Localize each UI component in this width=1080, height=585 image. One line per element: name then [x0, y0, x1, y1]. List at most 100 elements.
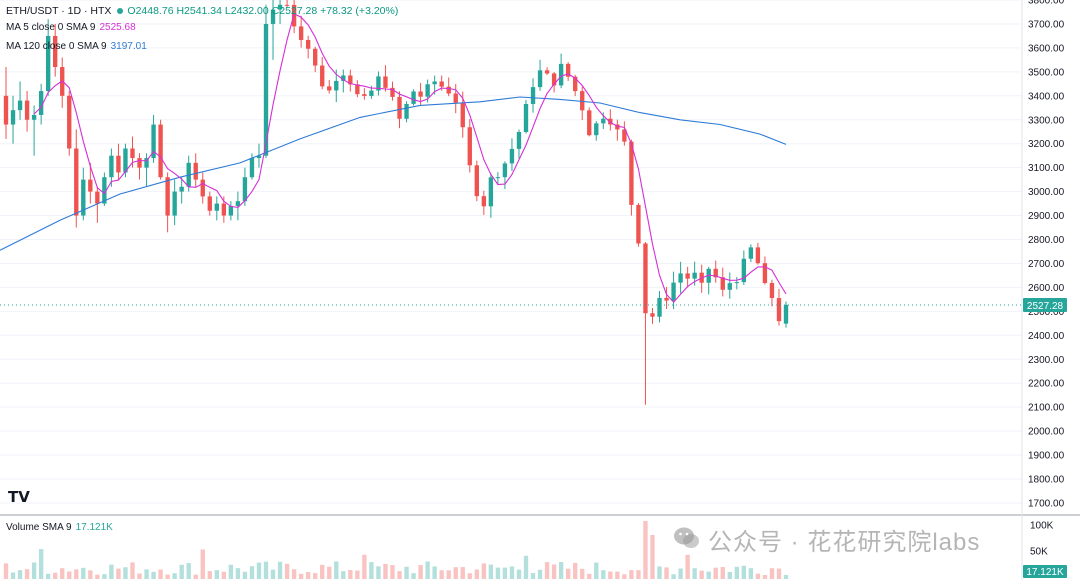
candle-body [88, 179, 93, 192]
candle-body [67, 95, 72, 149]
candle-body [516, 132, 522, 149]
candle-body [179, 186, 184, 192]
volume-bar [565, 568, 571, 579]
candle-body [537, 70, 543, 88]
candle-body [495, 177, 501, 179]
volume-bar [235, 568, 241, 579]
candle-body [74, 148, 79, 216]
price-tick-label: 2300.00 [1028, 355, 1065, 366]
candle-body [587, 110, 592, 136]
tradingview-logo-icon[interactable]: TV [8, 488, 30, 506]
candles [3, 0, 789, 405]
candle-body [221, 203, 227, 216]
price-axis: 1700.00 1800.00 1900.00 2000.00 2100.00 2200.… [1028, 0, 1065, 509]
volume-bar [327, 566, 332, 579]
volume-bar [151, 571, 156, 579]
volume-bar [692, 568, 697, 579]
candle-body [249, 158, 255, 178]
open-value: O2448.76 [127, 5, 174, 17]
volume-bar [523, 555, 529, 579]
volume-bar [45, 573, 51, 579]
candle-body [678, 273, 683, 283]
symbol-legend[interactable]: ETH/USDT · 1D · HTX O2448.76 H2541.34 L24… [6, 5, 398, 17]
candle-body [45, 35, 51, 92]
candle-body [270, 9, 276, 24]
candle-body [228, 205, 234, 216]
volume-bar [551, 564, 557, 579]
candle-body [685, 273, 690, 279]
volume-bar [587, 573, 592, 579]
volume-bar [643, 521, 648, 579]
volume-bar [144, 569, 149, 579]
ma120-label: MA 120 close 0 SMA 9 [6, 41, 107, 52]
candle-body [713, 268, 718, 278]
candle-body [509, 148, 515, 164]
volume-bar [664, 567, 669, 579]
ma5-legend[interactable]: MA 5 close 0 SMA 9 2525.68 [6, 22, 136, 34]
candle-body [38, 91, 44, 115]
volume-bar [10, 572, 16, 579]
volume-bar [242, 571, 248, 579]
volume-bar [608, 571, 613, 579]
volume-bar [657, 566, 662, 579]
candle-body [144, 158, 149, 168]
candle-body [235, 201, 241, 206]
volume-bar [755, 573, 761, 579]
volume-bar [123, 567, 128, 579]
volume-bar [17, 570, 23, 579]
price-tick-label: 1900.00 [1028, 451, 1065, 462]
volume-bar [390, 565, 395, 579]
volume-bar [313, 573, 318, 579]
volume-tag-text: 17.121K [1026, 567, 1064, 578]
volume-bar [74, 569, 79, 579]
volume-bar [636, 570, 641, 579]
candle-body [439, 81, 444, 87]
candle-body [397, 96, 402, 119]
volume-bar [291, 569, 297, 579]
candle-body [277, 4, 283, 10]
ma120-legend[interactable]: MA 120 close 0 SMA 9 3197.01 [6, 41, 147, 53]
volume-bar [81, 567, 86, 579]
candle-body [411, 91, 416, 104]
candle-body [10, 110, 16, 125]
candle-body [207, 196, 212, 211]
candle-body [418, 91, 423, 97]
volume-bar [432, 566, 437, 579]
volume-bar [207, 571, 212, 579]
volume-bar [699, 570, 704, 579]
volume-bar [186, 563, 191, 579]
volume-bar [467, 573, 472, 579]
candle-body [263, 23, 269, 156]
candle-body [453, 93, 458, 103]
symbol-title[interactable]: ETH/USDT · 1D · HTX [6, 5, 112, 17]
candle-body [601, 118, 606, 124]
price-tick-label: 3600.00 [1028, 43, 1065, 54]
candle-body [362, 94, 367, 96]
candle-body [305, 39, 311, 49]
volume-bar [277, 561, 283, 579]
candle-body [172, 191, 177, 216]
price-tick-label: 3800.00 [1028, 0, 1065, 7]
candle-body [769, 282, 775, 299]
volume-bar [495, 567, 501, 579]
price-tick-label: 1800.00 [1028, 475, 1065, 486]
volume-bar [341, 571, 346, 579]
volume-bar [594, 562, 599, 579]
volume-legend[interactable]: Volume SMA 9 17.121K [6, 522, 113, 534]
price-tick-label: 2800.00 [1028, 235, 1065, 246]
volume-bar [88, 570, 93, 579]
candle-body [348, 75, 353, 85]
volume-bar [38, 549, 44, 579]
candle-body [608, 118, 613, 125]
volume-bar [776, 568, 782, 579]
candle-body [481, 196, 487, 207]
volume-bar [474, 569, 479, 579]
candle-body [214, 203, 219, 211]
candle-body [116, 155, 121, 173]
price-tick-label: 2400.00 [1028, 331, 1065, 342]
last-price-tag-text: 2527.28 [1027, 301, 1064, 312]
candle-body [81, 179, 86, 216]
volume-bar [270, 569, 276, 579]
